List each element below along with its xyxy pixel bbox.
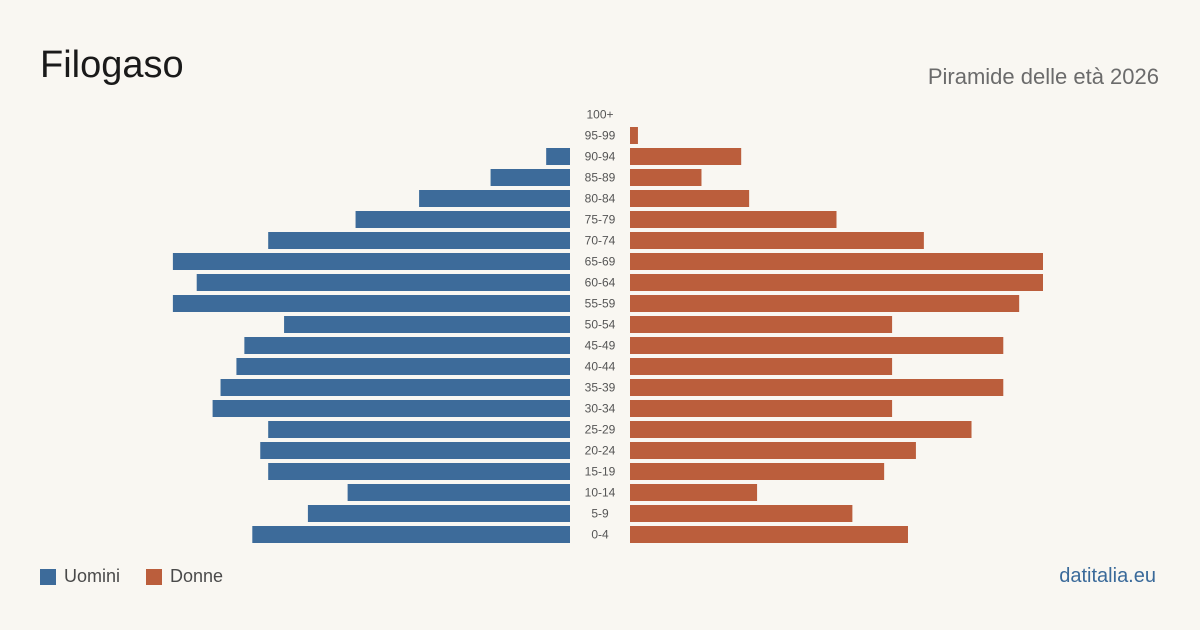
age-group-label-80-84: 80-84 [585, 192, 616, 206]
age-group-label-35-39: 35-39 [585, 381, 616, 395]
bar-men-75-79 [355, 211, 570, 228]
bar-women-70-74 [630, 232, 924, 249]
bar-women-75-79 [630, 211, 837, 228]
age-group-label-95-99: 95-99 [585, 129, 616, 143]
source-link[interactable]: datitalia.eu [1059, 565, 1156, 587]
legend-item-men: Uomini [40, 566, 120, 587]
age-group-label-55-59: 55-59 [585, 297, 616, 311]
age-group-label-60-64: 60-64 [585, 276, 616, 290]
bar-women-25-29 [630, 421, 972, 438]
bar-men-70-74 [268, 232, 570, 249]
chart-subtitle: Piramide delle età 2026 [927, 64, 1159, 89]
bar-women-30-34 [630, 400, 893, 417]
bar-men-35-39 [220, 379, 571, 396]
age-group-label-75-79: 75-79 [585, 213, 616, 227]
bar-men-15-19 [268, 463, 570, 480]
age-group-label-15-19: 15-19 [585, 465, 616, 479]
age-group-label-65-69: 65-69 [585, 255, 616, 269]
bar-men-85-89 [490, 169, 570, 186]
bar-men-5-9 [307, 505, 570, 522]
age-group-label-45-49: 45-49 [585, 339, 616, 353]
bar-men-80-84 [419, 190, 570, 207]
bar-women-35-39 [630, 379, 1004, 396]
age-group-label-100plus: 100+ [586, 108, 613, 122]
chart-title: Filogaso [40, 44, 184, 86]
bar-women-55-59 [630, 295, 1020, 312]
age-group-label-85-89: 85-89 [585, 171, 616, 185]
bar-men-55-59 [172, 295, 570, 312]
age-group-label-0-4: 0-4 [591, 528, 609, 542]
legend-label-men: Uomini [64, 566, 121, 586]
bar-men-65-69 [172, 253, 570, 270]
age-group-label-5-9: 5-9 [591, 507, 609, 521]
age-group-label-25-29: 25-29 [585, 423, 616, 437]
age-group-label-10-14: 10-14 [585, 486, 616, 500]
bar-men-50-54 [284, 316, 570, 333]
bar-women-10-14 [630, 484, 758, 501]
age-group-label-70-74: 70-74 [585, 234, 616, 248]
bar-women-15-19 [630, 463, 885, 480]
legend-item-women: Donne [146, 566, 223, 587]
age-group-label-30-34: 30-34 [585, 402, 616, 416]
bar-men-60-64 [196, 274, 570, 291]
bar-men-45-49 [244, 337, 570, 354]
bar-women-90-94 [630, 148, 742, 165]
legend-swatch-men [40, 568, 56, 585]
age-group-label-40-44: 40-44 [585, 360, 616, 374]
age-group-label-20-24: 20-24 [585, 444, 616, 458]
bar-men-30-34 [212, 400, 570, 417]
age-group-label-50-54: 50-54 [585, 318, 616, 332]
bar-women-95-99 [630, 127, 638, 144]
chart-legend: Uomini Donne [40, 566, 249, 587]
bar-women-0-4 [630, 526, 908, 543]
bar-men-20-24 [260, 442, 570, 459]
bar-men-0-4 [252, 526, 571, 543]
bar-women-50-54 [630, 316, 893, 333]
bar-women-5-9 [630, 505, 853, 522]
bar-women-40-44 [630, 358, 893, 375]
bar-men-40-44 [236, 358, 570, 375]
bar-women-65-69 [630, 253, 1043, 270]
bar-women-20-24 [630, 442, 916, 459]
bar-women-45-49 [630, 337, 1004, 354]
bar-women-60-64 [630, 274, 1043, 291]
bar-men-10-14 [347, 484, 570, 501]
bar-women-85-89 [630, 169, 702, 186]
legend-label-women: Donne [170, 566, 224, 586]
age-group-label-90-94: 90-94 [585, 150, 616, 164]
bar-men-90-94 [546, 148, 570, 165]
legend-swatch-women [146, 568, 163, 585]
bar-women-80-84 [630, 190, 750, 207]
bar-men-25-29 [268, 421, 570, 438]
